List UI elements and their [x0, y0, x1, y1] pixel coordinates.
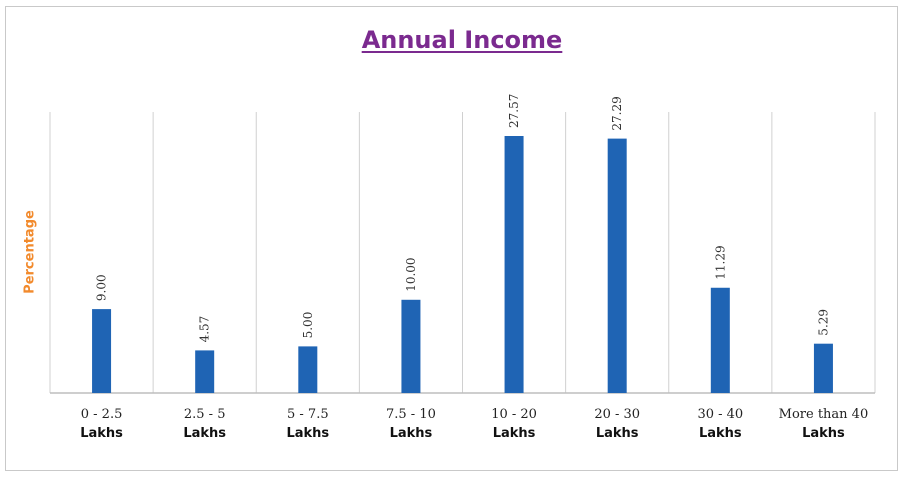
- bar-value-label: 5.00: [301, 312, 315, 339]
- category-unit-label: Lakhs: [80, 426, 123, 441]
- category-unit-label: Lakhs: [802, 426, 845, 441]
- category-label: 7.5 - 10: [386, 407, 436, 422]
- category-unit-label: Lakhs: [390, 426, 433, 441]
- category-unit-label: Lakhs: [493, 426, 536, 441]
- bar: [710, 287, 730, 393]
- category-label: More than 40: [779, 407, 869, 422]
- bar-value-label: 27.29: [610, 96, 624, 130]
- chart-title: Annual Income: [361, 26, 563, 54]
- bar-value-label: 27.57: [507, 94, 521, 128]
- category-unit-label: Lakhs: [183, 426, 226, 441]
- bar-value-label: 10.00: [404, 257, 418, 291]
- bar-value-label: 11.29: [713, 245, 727, 279]
- category-label: 2.5 - 5: [184, 407, 226, 422]
- bar: [401, 299, 421, 393]
- bar: [298, 346, 318, 393]
- bar-value-label: 9.00: [95, 274, 109, 301]
- category-label: 5 - 7.5: [287, 407, 329, 422]
- bar: [607, 138, 627, 393]
- bar: [813, 343, 833, 393]
- bar: [504, 136, 524, 393]
- category-label: 0 - 2.5: [81, 407, 123, 422]
- category-label: 10 - 20: [491, 407, 537, 422]
- bar-value-label: 4.57: [198, 316, 212, 343]
- category-unit-label: Lakhs: [286, 426, 329, 441]
- bar: [195, 350, 215, 393]
- bar: [92, 309, 112, 393]
- category-label: 20 - 30: [594, 407, 640, 422]
- category-label: 30 - 40: [697, 407, 743, 422]
- bar-value-label: 5.29: [816, 309, 830, 336]
- category-unit-label: Lakhs: [596, 426, 639, 441]
- category-unit-label: Lakhs: [699, 426, 742, 441]
